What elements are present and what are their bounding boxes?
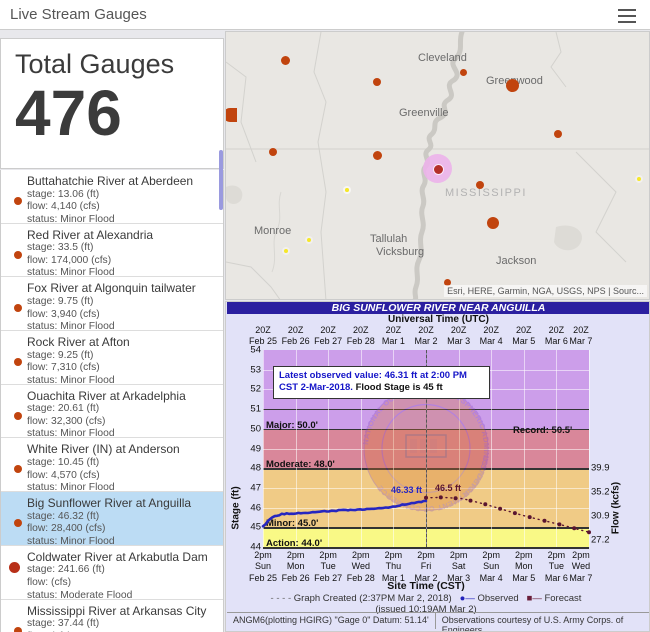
svg-text:46.5 ft: 46.5 ft bbox=[435, 483, 461, 493]
svg-text:46.33 ft: 46.33 ft bbox=[391, 485, 422, 495]
